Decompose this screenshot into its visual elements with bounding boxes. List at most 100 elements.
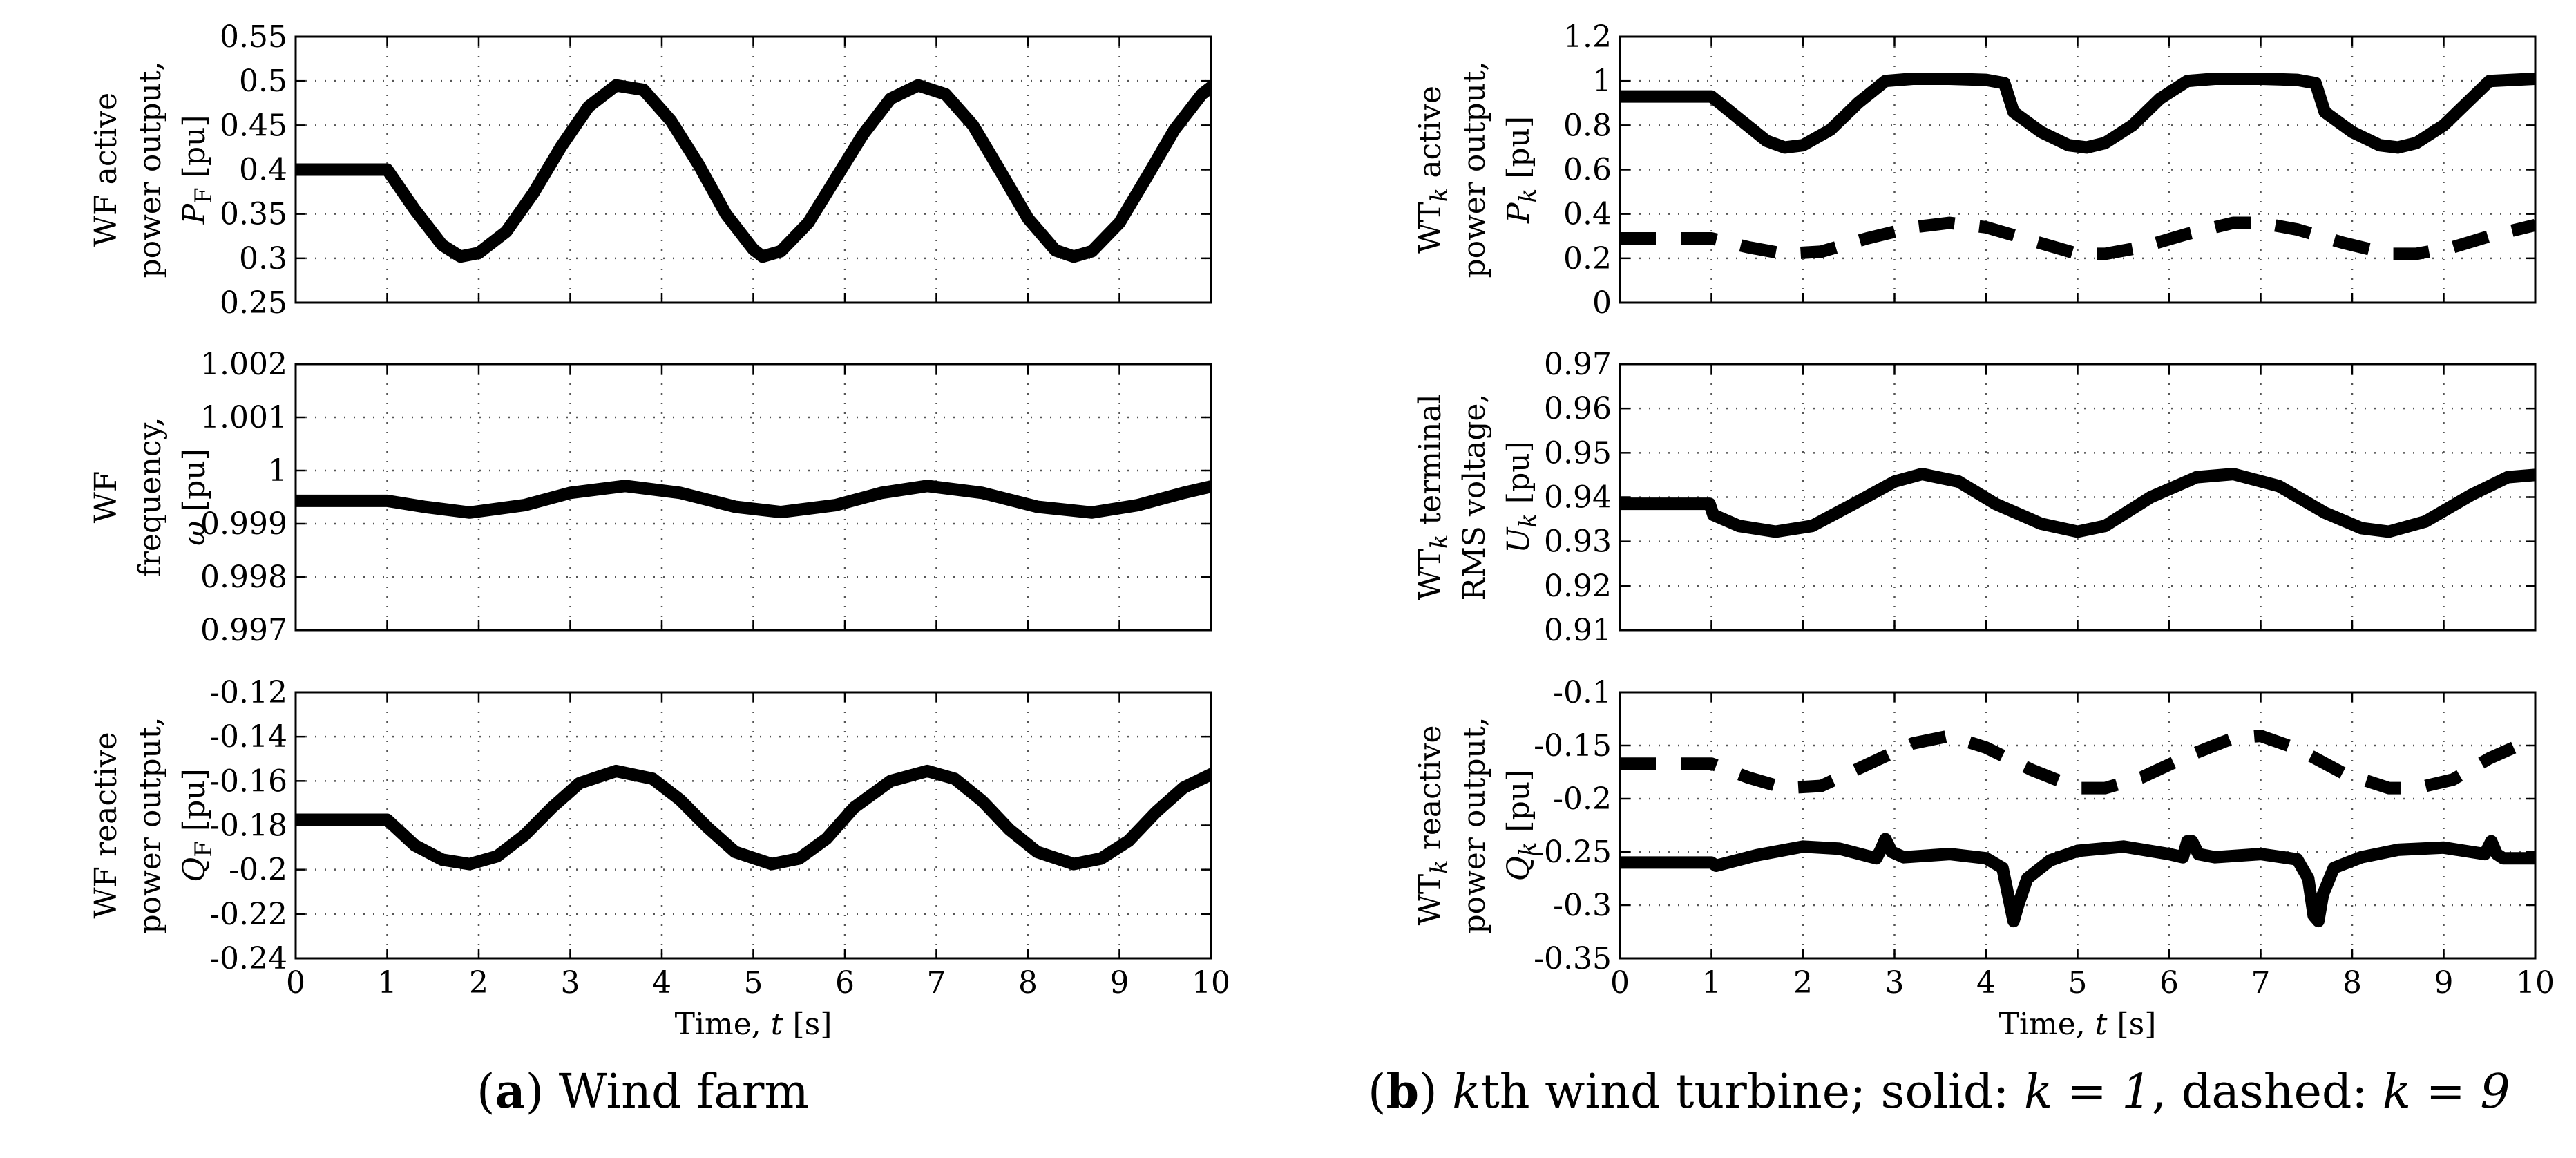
y-tick-label: 0.5 [239, 64, 287, 99]
x-tick-label: 1 [1702, 965, 1721, 1000]
y-tick-label: 0.45 [220, 108, 287, 143]
y-axis-label: frequency, [133, 417, 168, 578]
series-line-dashed [1620, 730, 2535, 795]
panel-wt-reactive-power: 0 1 2 3 4 5 6 7 8 9 10 -0.35 -0.3 -0.25 -0.2 -0.15 -0.1 W… [1413, 675, 2555, 1042]
y-tick-label: -0.15 [1534, 728, 1612, 763]
y-axis-label: power output, [133, 61, 168, 278]
caption-b-k: k [1452, 1065, 1481, 1119]
y-tick-label: 0.91 [1544, 613, 1612, 648]
y-tick-label: -0.2 [1553, 781, 1612, 817]
series-line-solid [1620, 73, 2535, 154]
series-line-solid [296, 79, 1211, 263]
x-tick-label: 3 [1885, 965, 1905, 1000]
x-tick-label: 4 [652, 965, 671, 1000]
panel-wf-active-power: 0.25 0.3 0.35 0.4 0.45 0.5 0.55 WF active power … [88, 19, 1212, 321]
x-tick-label: 9 [1110, 965, 1129, 1000]
series-line-solid [296, 764, 1211, 871]
series-line-solid [1620, 468, 2535, 538]
y-axis-label: WF [88, 471, 124, 524]
plot-area [296, 364, 1211, 630]
y-tick-label: -0.18 [209, 808, 287, 844]
x-tick-label: 9 [2434, 965, 2454, 1000]
y-tick-label: 0.997 [200, 613, 287, 648]
caption-a: (a) Wind farm [477, 1064, 809, 1119]
y-axis-label: Pk [pu] [1501, 116, 1542, 224]
y-axis-label: PF [pu] [177, 115, 218, 225]
caption-b-eq1: k = 1 [2023, 1065, 2152, 1119]
x-tick-label: 5 [744, 965, 763, 1000]
x-tick-label: 8 [2343, 965, 2362, 1000]
plot-area [1620, 692, 2535, 958]
y-tick-label: 0.94 [1544, 480, 1612, 515]
x-tick-label: 7 [2251, 965, 2271, 1000]
x-tick-label: 0 [286, 965, 305, 1000]
y-axis-label: Uk [pu] [1501, 441, 1542, 553]
y-tick-label: 0.3 [239, 241, 287, 276]
y-tick-label: 1.002 [200, 347, 287, 382]
y-tick-label: -0.16 [209, 763, 287, 799]
y-axis-label: WTk terminal [1413, 394, 1453, 600]
x-tick-label: 8 [1018, 965, 1038, 1000]
y-tick-label: 0.4 [239, 153, 287, 188]
plot-area [1620, 37, 2535, 303]
caption-b-text1: th wind turbine; solid: [1480, 1065, 2024, 1119]
x-tick-label: 0 [1610, 965, 1630, 1000]
y-axis-label: power output, [133, 716, 168, 933]
plot-area [296, 37, 1211, 303]
x-tick-label: 6 [2159, 965, 2179, 1000]
y-tick-label: 1 [268, 453, 287, 488]
plot-frame [294, 691, 1212, 960]
y-tick-label: -0.35 [1534, 941, 1612, 976]
y-tick-label: 0.55 [220, 19, 287, 55]
x-tick-label: 3 [561, 965, 580, 1000]
x-axis-label: Time, t [s] [675, 1007, 832, 1042]
x-tick-label: 10 [1192, 965, 1230, 1000]
y-axis-label: QF [pu] [177, 768, 218, 882]
y-tick-label: 0.6 [1563, 153, 1612, 188]
plot-frame [1619, 691, 2537, 960]
y-axis-label: Qk [pu] [1501, 770, 1542, 882]
plot-area [1620, 364, 2535, 630]
panel-wf-frequency: 0.997 0.998 0.999 1 1.001 1.002 WF frequency, ω … [88, 347, 1212, 648]
y-tick-label: -0.2 [229, 853, 287, 888]
x-tick-label: 2 [1793, 965, 1813, 1000]
y-axis-label: power output, [1457, 716, 1492, 933]
y-axis-label: WTk reactive [1413, 725, 1453, 926]
x-tick-label: 4 [1976, 965, 1996, 1000]
y-tick-label: 0.4 [1563, 197, 1612, 232]
y-tick-label: 0.2 [1563, 241, 1612, 276]
caption-b-text2: , dashed: [2151, 1065, 2383, 1119]
panel-wt-terminal-voltage: 0.91 0.92 0.93 0.94 0.95 0.96 0.97 WTk terminal… [1413, 347, 2537, 648]
y-tick-label: 0 [1592, 285, 1612, 321]
y-tick-label: -0.1 [1553, 675, 1612, 710]
caption-b-letter: b [1386, 1064, 1420, 1119]
panel-wf-reactive-power: 0 1 2 3 4 5 6 7 8 9 10 -0.24 -0.22 -0.2 -0.18 -0.16 -0.1… [88, 675, 1230, 1042]
plot-frame [294, 363, 1212, 632]
series-line-solid [296, 480, 1211, 519]
panel-wt-active-power: 0 0.2 0.4 0.6 0.8 1 1.2 WTk active power output,… [1413, 19, 2537, 321]
y-axis-label: power output, [1457, 61, 1492, 278]
y-tick-label: 0.35 [220, 197, 287, 232]
plot-frame [1619, 35, 2537, 304]
caption-a-text: Wind farm [544, 1065, 809, 1119]
plot-area [296, 692, 1211, 958]
y-tick-label: -0.12 [209, 675, 287, 710]
y-tick-label: 0.92 [1544, 569, 1612, 604]
y-tick-label: 0.96 [1544, 391, 1612, 426]
y-tick-label: -0.22 [209, 897, 287, 932]
plot-frame [1619, 363, 2537, 632]
caption-a-letter: a [495, 1064, 526, 1119]
x-tick-label: 5 [2068, 965, 2088, 1000]
y-axis-label: WF reactive [88, 732, 124, 918]
y-tick-label: 0.8 [1563, 108, 1612, 143]
series-line-dashed [1620, 216, 2535, 260]
y-tick-label: 0.999 [200, 506, 287, 542]
y-tick-label: 0.93 [1544, 524, 1612, 560]
x-tick-label: 6 [835, 965, 855, 1000]
y-tick-label: 0.25 [220, 285, 287, 321]
y-tick-label: 0.998 [200, 560, 287, 595]
x-tick-label: 10 [2516, 965, 2555, 1000]
x-tick-label: 1 [378, 965, 397, 1000]
y-axis-label: ω [pu] [177, 448, 212, 546]
